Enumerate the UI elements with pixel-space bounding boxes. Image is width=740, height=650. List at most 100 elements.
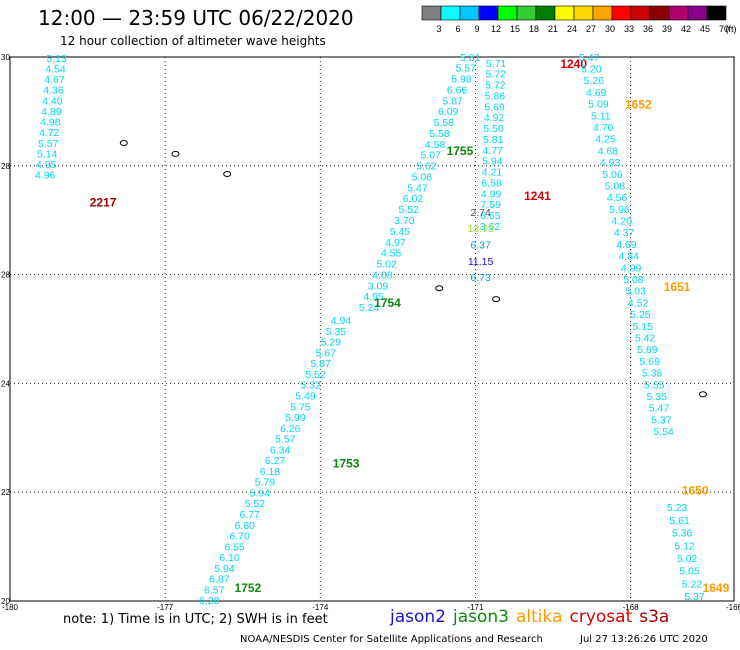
x-tick-label: -168: [623, 603, 640, 612]
swh-value-label: 4.58: [425, 139, 446, 151]
colorbar-tick-label: 45: [700, 24, 710, 34]
swh-value-label: 5.72: [485, 80, 506, 92]
colorbar-tick-label: 42: [681, 24, 691, 34]
swh-value-label: 5.08: [605, 180, 626, 192]
swh-value-label: 6.66: [447, 84, 468, 96]
swh-value-label: 5.50: [483, 123, 504, 135]
y-tick-label: 28: [1, 271, 10, 280]
swh-value-label: 4.69: [586, 87, 607, 99]
pass-time-label: 1753: [333, 457, 360, 471]
swh-value-label: 5.62: [416, 161, 437, 173]
colorbar-unit: (ft): [726, 24, 737, 34]
swh-value-label: 5.23: [667, 502, 688, 514]
swh-value-label: 5.22: [682, 578, 703, 590]
swh-value-label: 2.74: [470, 207, 491, 219]
swh-value-label: 5.37: [684, 591, 705, 603]
swh-value-label: 5.96: [609, 204, 630, 216]
swh-value-label: 4.99: [481, 188, 502, 200]
swh-value-label: 6.26: [280, 423, 301, 435]
swh-value-label: 6.57: [204, 584, 225, 596]
swh-value-label: 4.20: [612, 216, 633, 228]
swh-value-label: 5.08: [623, 274, 644, 286]
swh-value-label: 5.37: [651, 414, 672, 426]
swh-value-label: 5.24: [359, 302, 380, 314]
swh-value-label: 3.70: [394, 215, 415, 227]
swh-value-label: 5.79: [255, 477, 276, 489]
swh-value-label: 5.72: [485, 69, 506, 81]
swh-value-label: 5.47: [407, 182, 428, 194]
swh-value-label: 6.37: [470, 239, 491, 251]
swh-value-label: 5.42: [635, 333, 656, 345]
swh-value-label: 4.77: [483, 145, 504, 157]
swh-value-label: 5.69: [639, 356, 660, 368]
swh-value-label: 5.20: [581, 64, 602, 76]
swh-value-label: 4.56: [607, 192, 628, 204]
swh-value-label: 5.58: [434, 117, 455, 129]
swh-value-label: 4.89: [41, 106, 62, 118]
swh-value-label: 5.67: [316, 347, 337, 359]
colorbar-tick-label: 3: [436, 24, 441, 34]
swh-value-label: 3.09: [368, 280, 389, 292]
swh-value-label: 5.06: [412, 171, 433, 183]
swh-value-label: 5.99: [285, 412, 306, 424]
pass-time-label: 1755: [447, 144, 474, 158]
swh-value-label: 5.05: [679, 566, 700, 578]
swh-value-label: 4.69: [616, 239, 637, 251]
colorbar-tick-label: 18: [529, 24, 539, 34]
swh-value-label: 7.59: [481, 199, 502, 211]
swh-value-label: 5.36: [672, 528, 693, 540]
swh-value-label: 5.13: [46, 53, 67, 65]
swh-value-label: 5.54: [653, 426, 674, 438]
swh-value-label: 4.37: [614, 227, 635, 239]
colorbar-tick-label: 24: [567, 24, 577, 34]
colorbar-tick-label: 9: [474, 24, 479, 34]
swh-value-label: 6.77: [240, 509, 261, 521]
swh-value-label: 4.93: [600, 157, 621, 169]
swh-value-label: 3.62: [480, 221, 501, 233]
swh-value-label: 5.69: [637, 344, 658, 356]
pass-time-label: 1240: [560, 57, 587, 71]
pass-time-label: 1241: [524, 189, 551, 203]
swh-value-label: 6.02: [403, 193, 424, 205]
x-tick-label: -177: [157, 603, 174, 612]
x-tick-label: -174: [312, 603, 329, 612]
swh-value-label: 4.68: [598, 145, 619, 157]
swh-value-label: 4.21: [482, 167, 503, 179]
swh-value-label: 5.71: [486, 58, 507, 70]
swh-value-label: 5.38: [642, 368, 663, 380]
pass-time-label: 1754: [374, 296, 401, 310]
swh-value-label: 4.67: [44, 74, 65, 86]
x-tick-label: -166: [726, 603, 740, 612]
pass-time-label: 2217: [90, 196, 117, 210]
swh-value-label: 5.86: [485, 90, 506, 102]
swh-value-label: 5.35: [646, 391, 667, 403]
legend-s3a: s3a: [639, 607, 670, 627]
swh-value-label: 5.69: [484, 101, 505, 113]
colorbar-tick-label: 36: [643, 24, 653, 34]
swh-value-label: 5.35: [326, 326, 347, 338]
x-tick-label: -180: [2, 603, 19, 612]
chart-title: 12:00 — 23:59 UTC 06/22/2020: [38, 6, 354, 30]
swh-value-label: 5.57: [456, 63, 477, 75]
atoll-icon: [223, 170, 232, 177]
swh-value-label: 5.45: [390, 226, 411, 238]
swh-value-label: 6.70: [229, 531, 250, 543]
atoll-icon: [435, 285, 444, 292]
swh-value-label: 5.03: [626, 286, 647, 298]
swh-value-label: 5.47: [649, 403, 670, 415]
colorbar-tick-label: 6: [455, 24, 460, 34]
swh-value-label: 5.52: [305, 369, 326, 381]
swh-value-label: 5.87: [310, 358, 331, 370]
swh-value-label: 5.94: [250, 487, 271, 499]
swh-value-label: 4.72: [39, 127, 60, 139]
swh-value-label: 6.27: [265, 455, 286, 467]
y-tick-label: 28: [1, 162, 10, 171]
atoll-icon: [492, 296, 501, 303]
swh-value-label: 6.10: [219, 552, 240, 564]
colorbar-tick-label: 27: [586, 24, 596, 34]
pass-time-label: 1752: [235, 581, 262, 595]
swh-value-label: 5.25: [630, 309, 651, 321]
colorbar-tick-label: 21: [548, 24, 558, 34]
x-tick-label: -171: [467, 603, 484, 612]
